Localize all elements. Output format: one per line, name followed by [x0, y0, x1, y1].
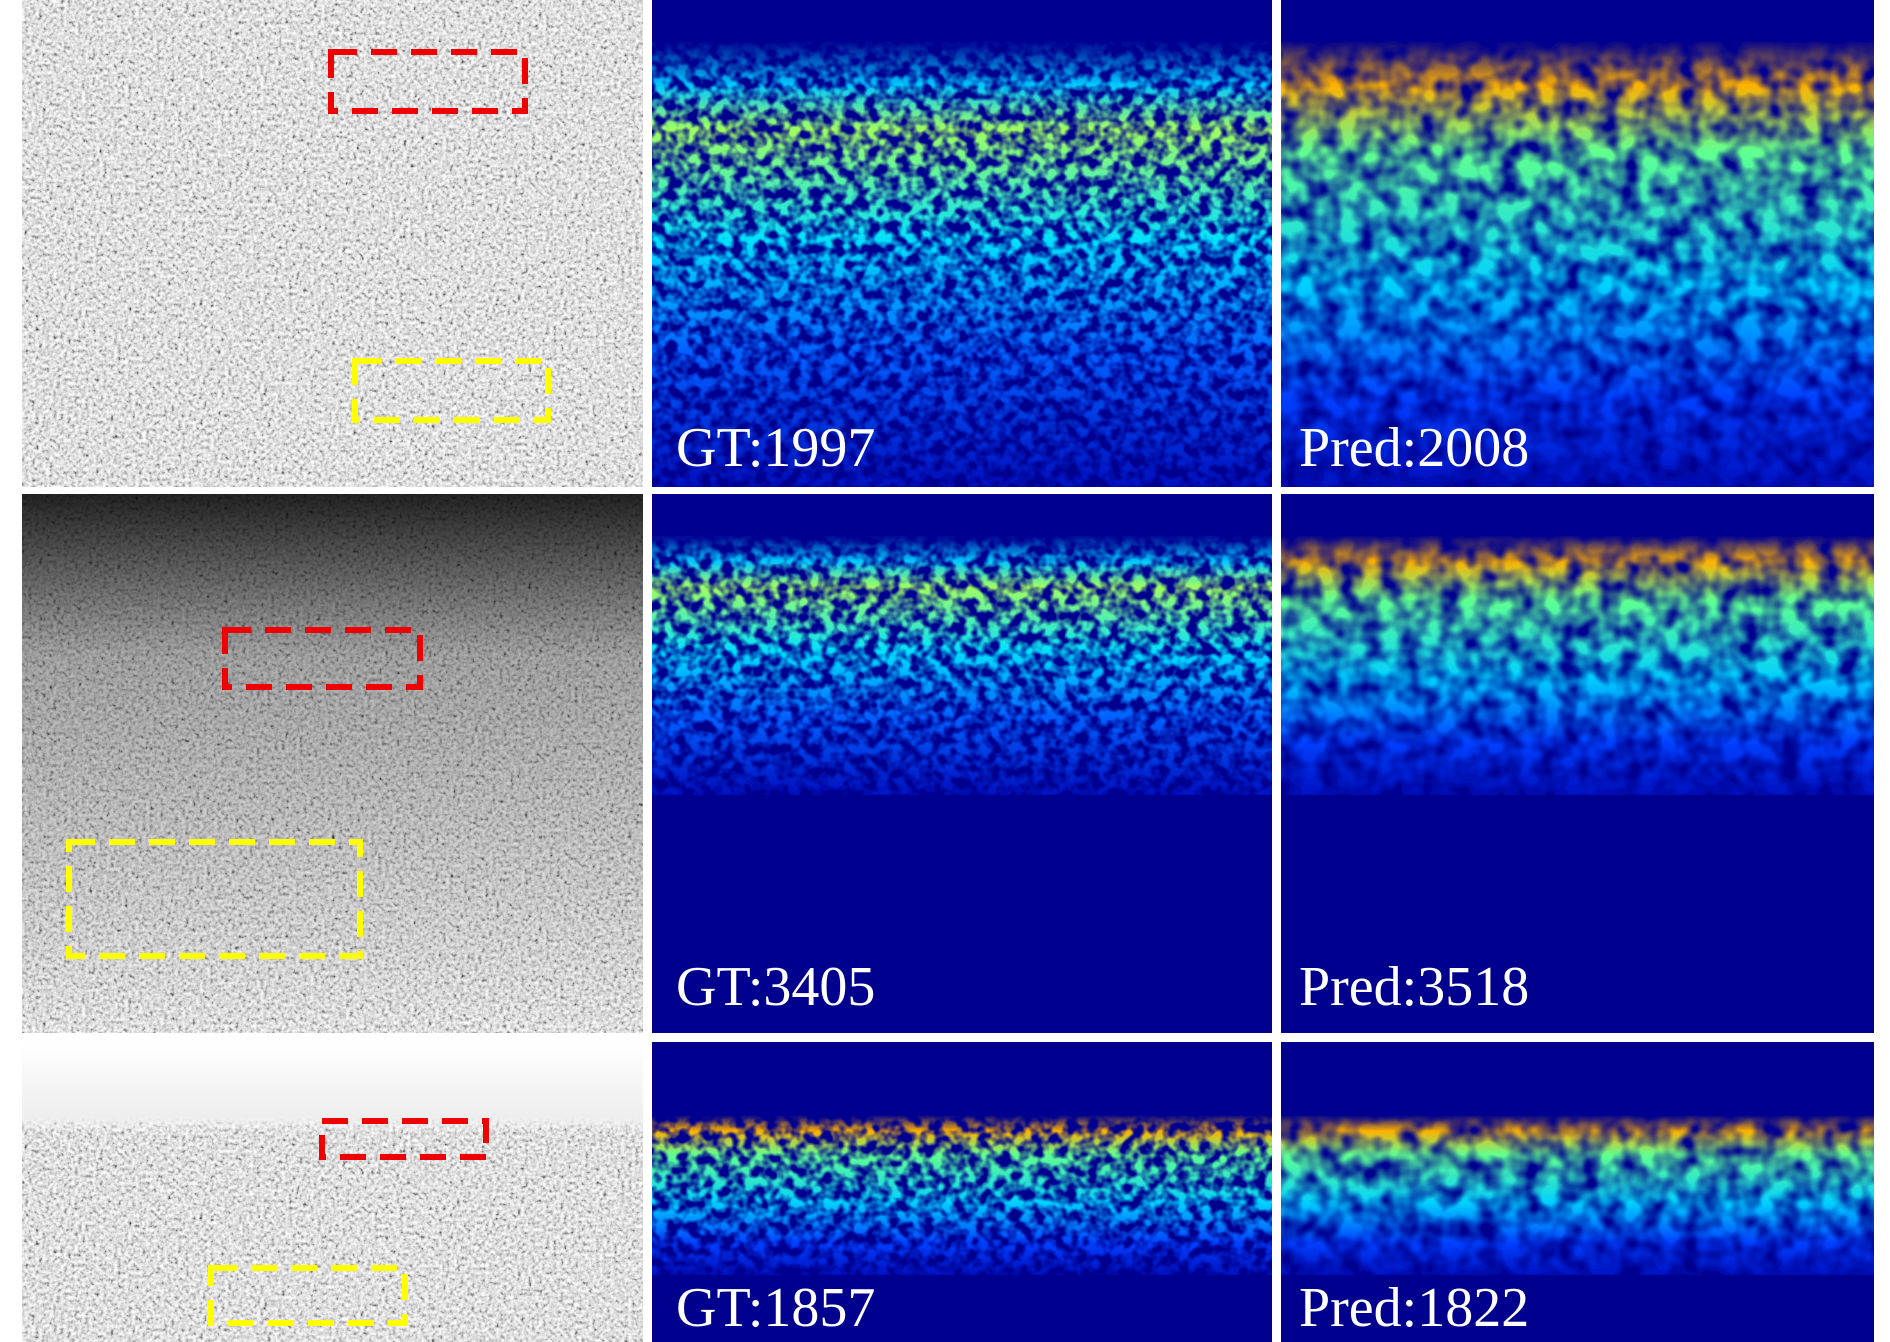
density-texture — [1281, 1115, 1874, 1275]
sky — [22, 1042, 643, 1342]
pred-count: Pred:2008 — [1299, 417, 1529, 479]
roi-box-yellow — [208, 1265, 408, 1326]
density-texture — [652, 1115, 1272, 1275]
density-texture — [1281, 40, 1874, 487]
roi-box-yellow — [66, 839, 363, 959]
pred-count: Pred:1822 — [1299, 1277, 1529, 1339]
roi-box-yellow — [352, 358, 551, 423]
crowd-photo — [22, 0, 643, 487]
gt-count: GT:1997 — [676, 417, 875, 479]
roi-box-red — [328, 49, 528, 114]
stadium-shade — [22, 494, 643, 1033]
gt-count: GT:1857 — [676, 1277, 875, 1339]
pred-count: Pred:3518 — [1299, 956, 1529, 1018]
gt-count: GT:3405 — [676, 956, 875, 1018]
roi-box-red — [222, 627, 423, 690]
density-texture — [652, 535, 1272, 795]
density-texture — [652, 40, 1272, 487]
roi-box-red — [319, 1118, 489, 1160]
density-texture — [1281, 535, 1874, 795]
